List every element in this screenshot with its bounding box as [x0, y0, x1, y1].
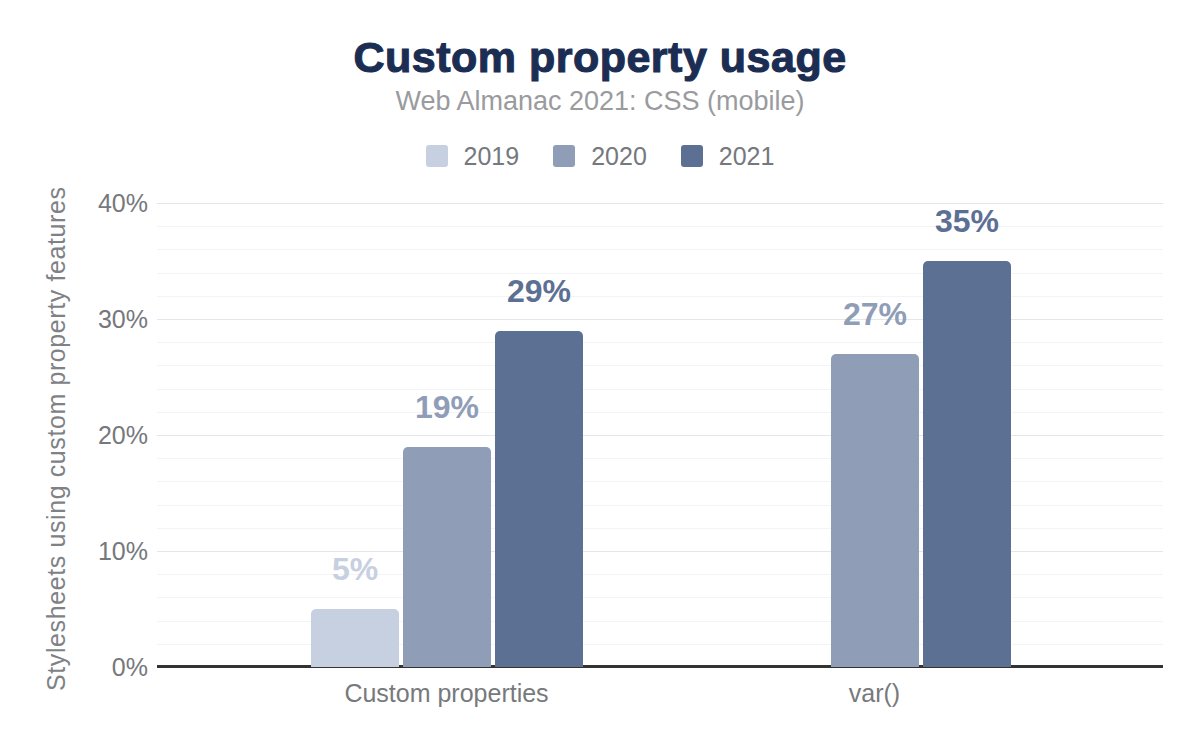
minor-gridline — [157, 273, 1163, 274]
x-axis-line — [157, 665, 1163, 668]
y-tick-label: 0% — [0, 653, 148, 681]
plot-area: 0%10%20%30%40%5%19%29%Custom properties2… — [0, 0, 1200, 742]
major-gridline — [157, 435, 1163, 436]
minor-gridline — [157, 481, 1163, 482]
minor-gridline — [157, 528, 1163, 529]
bar-value-label: 35% — [897, 205, 1037, 237]
minor-gridline — [157, 412, 1163, 413]
y-tick-label: 30% — [0, 305, 148, 333]
bar-value-label: 29% — [469, 275, 609, 307]
y-tick-label: 20% — [0, 421, 148, 449]
major-gridline — [157, 319, 1163, 320]
minor-gridline — [157, 342, 1163, 343]
minor-gridline — [157, 365, 1163, 366]
minor-gridline — [157, 389, 1163, 390]
major-gridline — [157, 551, 1163, 552]
minor-gridline — [157, 458, 1163, 459]
bar-2019-0 — [311, 609, 399, 667]
minor-gridline — [157, 249, 1163, 250]
x-category-label: Custom properties — [287, 678, 607, 708]
minor-gridline — [157, 296, 1163, 297]
minor-gridline — [157, 644, 1163, 645]
x-category-label: var() — [715, 678, 1035, 708]
y-tick-label: 10% — [0, 537, 148, 565]
major-gridline — [157, 203, 1163, 204]
custom-property-usage-chart: Custom property usage Web Almanac 2021: … — [0, 0, 1200, 742]
bar-2020-0 — [403, 447, 491, 667]
minor-gridline — [157, 621, 1163, 622]
minor-gridline — [157, 597, 1163, 598]
bar-2020-1 — [831, 354, 919, 667]
minor-gridline — [157, 505, 1163, 506]
y-tick-label: 40% — [0, 189, 148, 217]
bar-2021-0 — [495, 331, 583, 667]
bar-2021-1 — [923, 261, 1011, 667]
